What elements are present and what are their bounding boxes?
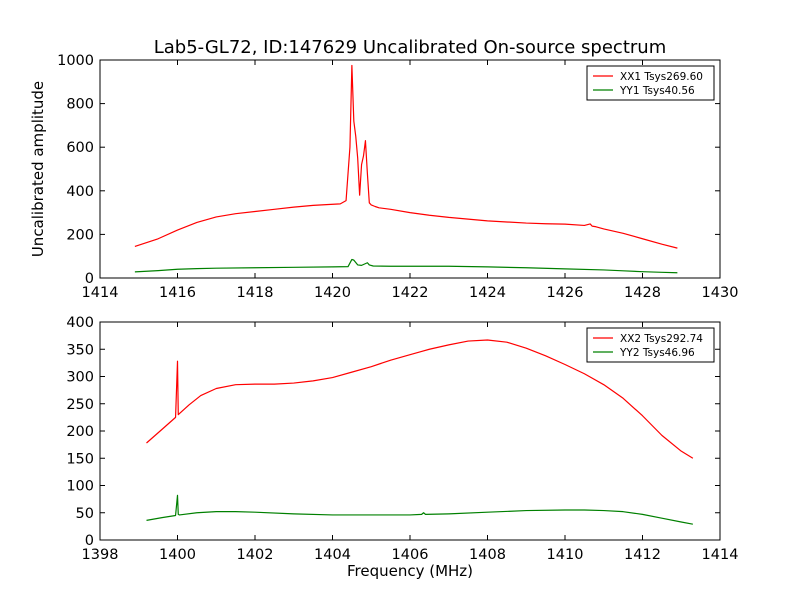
series-line-yy2 [146,494,693,525]
legend-box [586,327,715,363]
x-tick-label: 1418 [237,285,274,301]
series-line-xx1 [134,64,678,249]
legend-label: YY2 Tsys46.96 [619,347,695,359]
x-tick-label: 1422 [392,285,429,301]
x-tick-label: 1400 [159,547,196,563]
x-tick-label: 1404 [314,547,351,563]
y-tick-label: 300 [66,370,94,386]
y-tick-label: 1000 [57,53,94,69]
legend-box [586,65,715,101]
top-plot-panel: 1414 1416 1418 1420 1422 1424 1426 1428 1430 0 200… [29,53,738,301]
x-tick-label: 1414 [82,285,119,301]
series-line-xx2 [146,339,694,459]
legend-label: YY1 Tsys40.56 [619,85,695,97]
y-tick-label: 200 [66,424,94,440]
y-tick-label: 50 [76,506,94,522]
y-tick-label: 400 [66,184,94,200]
y-tick-label: 200 [66,227,94,243]
y-tick-label: 600 [66,140,94,156]
legend: XX1 Tsys269.60 YY1 Tsys40.56 [586,65,715,101]
chart-title: Lab5-GL72, ID:147629 Uncalibrated On-sou… [154,37,666,58]
x-tick-label: 1416 [159,285,196,301]
y-axis-label: Uncalibrated amplitude [29,81,47,257]
legend: XX2 Tsys292.74 YY2 Tsys46.96 [586,327,715,363]
x-tick-label: 1408 [469,547,506,563]
x-tick-label: 1428 [624,285,661,301]
x-tick-label: 1398 [82,547,119,563]
y-tick-label: 400 [66,315,94,331]
y-tick-label: 100 [66,479,94,495]
series-line-yy1 [134,258,678,274]
x-tick-label: 1410 [547,547,584,563]
y-tick-label: 250 [66,397,94,413]
x-tick-label: 1424 [469,285,506,301]
x-tick-label: 1426 [547,285,584,301]
x-tick-label: 1414 [702,547,739,563]
x-tick-label: 1412 [624,547,661,563]
y-tick-label: 350 [66,342,94,358]
y-tick-label: 150 [66,451,94,467]
legend-label: XX2 Tsys292.74 [620,333,703,345]
x-tick-label: 1402 [237,547,274,563]
x-tick-label: 1406 [392,547,429,563]
bottom-plot-panel: 1398 1400 1402 1404 1406 1408 1410 1412 1414 0 50 1… [66,315,738,580]
x-tick-label: 1430 [702,285,739,301]
legend-label: XX1 Tsys269.60 [620,71,703,83]
x-axis-label: Frequency (MHz) [347,562,473,580]
x-tick-label: 1420 [314,285,351,301]
y-tick-label: 0 [85,533,94,549]
y-tick-label: 800 [66,97,94,113]
y-tick-label: 0 [85,271,94,287]
